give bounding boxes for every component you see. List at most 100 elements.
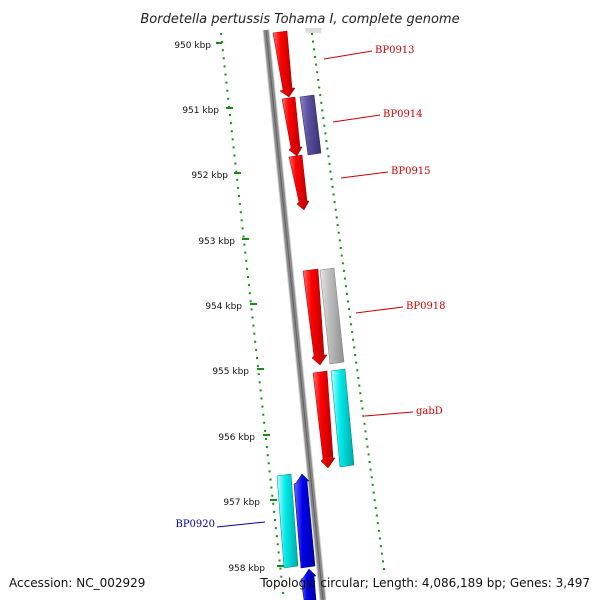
gene-feature-bp0920-b[interactable] [293, 473, 316, 569]
gene-label-text[interactable]: BP0918 [406, 301, 446, 312]
gene-label-bp0914[interactable]: BP0914 [332, 109, 423, 123]
minor-tick [363, 422, 366, 425]
gene-label-bp0915[interactable]: BP0915 [340, 166, 431, 179]
minor-tick [347, 300, 349, 303]
gene-feature-partial-top[interactable] [305, 28, 322, 33]
minor-tick [264, 429, 267, 432]
minor-tick [246, 267, 249, 270]
minor-tick [282, 591, 285, 594]
kbp-tick-956: 956 kbp [218, 433, 270, 443]
minor-tick [279, 567, 282, 570]
minor-tick [328, 162, 331, 165]
minor-tick [367, 453, 370, 456]
minor-tick [342, 269, 345, 272]
minor-tick [225, 81, 228, 84]
minor-tick [333, 201, 336, 204]
gene-label-text[interactable]: gabD [416, 406, 443, 417]
minor-tick [356, 369, 359, 372]
minor-tick [329, 170, 332, 173]
minor-tick [267, 462, 270, 465]
gene-feature-bp0913[interactable] [272, 30, 296, 98]
minor-tick [239, 211, 242, 214]
gene-feature-partial-bottom[interactable] [300, 568, 317, 600]
minor-tick [281, 583, 284, 586]
kbp-label: 958 kbp [228, 564, 265, 574]
kbp-label: 951 kbp [182, 106, 219, 116]
minor-tick [270, 486, 273, 489]
kbp-tick-953: 953 kbp [198, 237, 249, 247]
minor-tick [315, 63, 318, 66]
minor-tick [234, 162, 237, 165]
minor-tick [261, 405, 264, 408]
gene-feature-bp0915[interactable] [288, 154, 310, 211]
minor-tick [271, 494, 274, 497]
minor-tick [369, 468, 372, 471]
minor-tick [314, 55, 317, 58]
accession-text: Accession: NC_002929 [9, 576, 145, 590]
kbp-label: 952 kbp [191, 171, 228, 181]
minor-tick [368, 461, 371, 463]
minor-tick [258, 381, 261, 384]
gene-feature-bp0918-b[interactable] [319, 267, 345, 365]
gene-feature-bp0920-a[interactable] [276, 473, 299, 569]
minor-tick [278, 559, 281, 562]
minor-tick [248, 292, 251, 295]
gene-feature-bp0914-a[interactable] [281, 96, 303, 157]
gene-label-bp0918[interactable]: BP0918 [355, 301, 446, 314]
minor-tick [336, 224, 339, 227]
gene-label-bp0920[interactable]: BP0920 [175, 519, 266, 530]
minor-tick [364, 430, 367, 433]
minor-tick [318, 86, 321, 89]
gene-label-text[interactable]: BP0920 [175, 519, 215, 530]
minor-tick [316, 71, 319, 74]
minor-tick [372, 491, 375, 494]
minor-tick [323, 124, 326, 127]
minor-tick [355, 361, 358, 364]
kbp-tick-954: 954 kbp [205, 302, 257, 312]
minor-tick [348, 308, 350, 311]
gene-label-bp0913[interactable]: BP0913 [323, 45, 415, 60]
minor-tick [324, 132, 327, 135]
gene-label-text[interactable]: BP0915 [391, 166, 431, 177]
kbp-tick-950: 950 kbp [174, 41, 222, 51]
gene-label-gabd[interactable]: gabD [364, 406, 443, 417]
minor-tick [268, 470, 271, 473]
minor-tick [247, 276, 249, 278]
minor-tick [346, 292, 348, 295]
minor-tick [260, 397, 263, 400]
gene-feature-gabd-a[interactable] [312, 370, 336, 469]
tick-track-right [311, 33, 385, 570]
gene-label-text[interactable]: BP0914 [383, 109, 423, 120]
minor-tick [228, 105, 231, 108]
kbp-tick-952: 952 kbp [191, 171, 241, 181]
kbp-tick-955: 955 kbp [212, 367, 264, 377]
minor-tick [245, 259, 248, 262]
minor-tick [244, 251, 247, 254]
minor-tick [243, 243, 246, 246]
minor-tick [236, 178, 239, 181]
minor-tick [220, 33, 222, 35]
minor-tick [320, 101, 323, 104]
minor-tick [359, 392, 362, 395]
minor-tick [362, 415, 365, 418]
minor-tick [353, 346, 356, 349]
minor-tick [269, 478, 272, 481]
minor-tick [376, 522, 379, 525]
minor-tick [274, 519, 276, 521]
minor-tick [357, 376, 360, 379]
minor-tick [326, 147, 329, 150]
gene-label-text[interactable]: BP0913 [375, 45, 415, 56]
minor-tick [330, 178, 333, 181]
gene-feature-bp0918-a[interactable] [302, 268, 328, 366]
tick-track-left [220, 33, 285, 594]
minor-tick [335, 216, 338, 219]
minor-tick [255, 348, 258, 351]
gene-feature-bp0914-b[interactable] [299, 94, 322, 156]
minor-tick [311, 33, 313, 35]
minor-tick [238, 203, 241, 206]
minor-tick [253, 332, 256, 335]
minor-tick [231, 138, 234, 141]
gene-feature-gabd-b[interactable] [330, 368, 355, 468]
minor-tick [229, 114, 231, 116]
